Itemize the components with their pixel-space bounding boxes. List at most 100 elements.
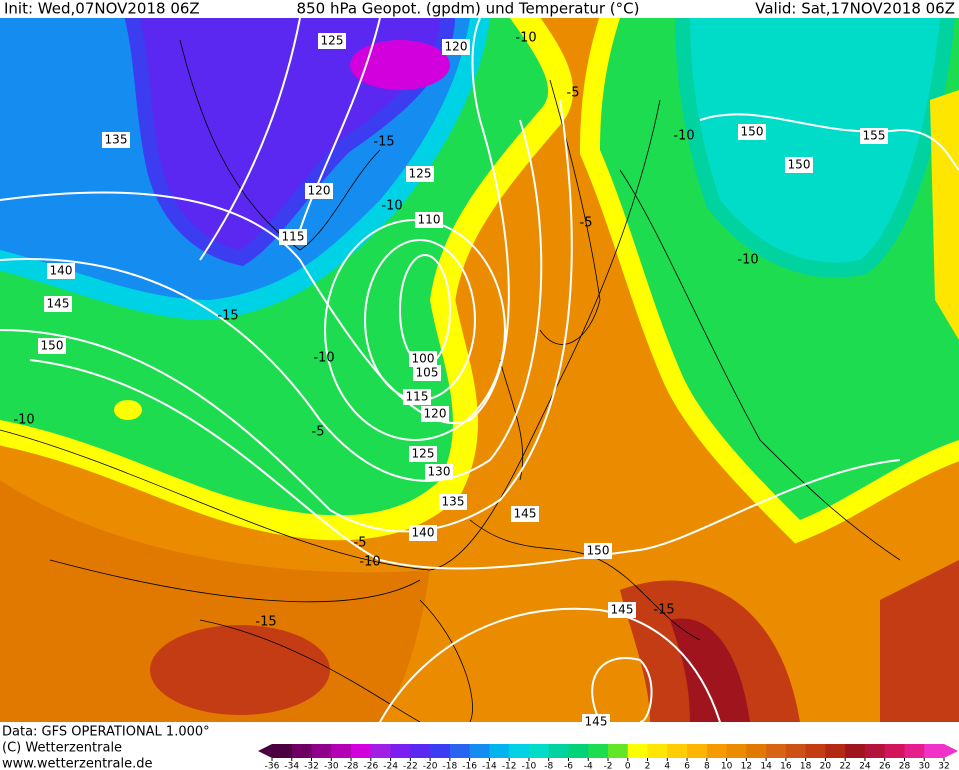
legend-swatch (509, 744, 530, 758)
geopotential-label: 145 (47, 297, 70, 311)
temperature-label: -5 (312, 425, 325, 440)
legend-swatch (568, 744, 589, 758)
geopotential-label-box (860, 128, 888, 144)
geopotential-label-box (584, 543, 612, 559)
website: www.wetterzentrale.de (2, 757, 152, 770)
geopotential-label: 120 (308, 184, 331, 198)
temperature-label: -10 (515, 31, 536, 46)
geopotential-label-box (442, 39, 470, 55)
geopotential-label: 150 (788, 158, 811, 172)
map-title: 850 hPa Geopot. (gpdm) und Temperatur (°… (297, 0, 640, 18)
legend-tick-label: -12 (502, 762, 517, 770)
temperature-label: -15 (373, 135, 394, 150)
legend-tick-label: -30 (324, 762, 339, 770)
legend-swatch (430, 744, 451, 758)
legend-swatch (410, 744, 431, 758)
temperature-label: -15 (255, 615, 276, 630)
geopotential-label-box (511, 506, 539, 522)
legend-swatch (746, 744, 767, 758)
warm-area (150, 625, 330, 715)
geopotential-label: 145 (611, 603, 634, 617)
legend-swatch (627, 744, 649, 758)
geopotential-label-box (409, 446, 437, 462)
geopotential-label-box (305, 183, 333, 199)
legend-tick-label: 4 (664, 762, 670, 770)
legend-swatch (667, 744, 688, 758)
temperature-contour (49, 559, 421, 722)
geopotential-label: 135 (105, 133, 128, 147)
geopotential-label: 125 (321, 34, 344, 48)
legend-tick-label: 2 (645, 762, 651, 770)
legend-swatch (904, 744, 925, 758)
valid-time: Valid: Sat,17NOV2018 06Z (755, 0, 955, 18)
cold-area (350, 40, 450, 90)
temperature-label: -10 (673, 129, 694, 144)
legend-tick-label: 6 (684, 762, 690, 770)
legend-tick-label: 10 (721, 762, 733, 770)
color-legend: -36 -34 -32 -30 -28 -26 -24 -22 -20 -18 -16 -14 -12-… (258, 744, 958, 770)
init-time: Init: Wed,07NOV2018 06Z (4, 0, 200, 18)
geopotential-label: 100 (412, 352, 435, 366)
legend-tick-label: -32 (304, 762, 319, 770)
geopotential-label-box (406, 166, 434, 182)
geopotential-label: 150 (741, 125, 764, 139)
geopotential-label-box (409, 525, 437, 541)
geopotential-label: 115 (406, 390, 429, 404)
legend-tick-label: 32 (938, 762, 949, 770)
legend-swatch (785, 744, 807, 758)
geopotential-label: 150 (41, 339, 64, 353)
geopotential-label-box (47, 263, 75, 279)
geopotential-label: 145 (585, 715, 608, 729)
geopotential-label: 135 (442, 495, 465, 509)
geopotential-label: 115 (282, 230, 305, 244)
data-source: Data: GFS OPERATIONAL 1.000° (2, 725, 210, 740)
geopotential-label: 150 (587, 544, 610, 558)
warm-area (114, 400, 142, 420)
legend-swatch (825, 744, 846, 758)
legend-tick-label: 20 (820, 762, 832, 770)
legend-swatch (924, 744, 945, 758)
legend-tick-label: -34 (284, 762, 299, 770)
legend-swatch (331, 744, 352, 758)
header-bar (0, 0, 959, 18)
geopotential-label-box (318, 33, 346, 49)
legend-swatch (489, 744, 510, 758)
legend-tick-label: 16 (780, 762, 792, 770)
legend-tick-label: -8 (544, 762, 553, 770)
legend-tick-label: 22 (839, 762, 850, 770)
cold-area (674, 18, 956, 278)
legend-swatch (311, 744, 332, 758)
geopotential-label: 140 (50, 264, 73, 278)
geopotential-label-box (413, 365, 441, 381)
geopotential-label: 120 (424, 407, 447, 421)
temperature-label: -10 (313, 351, 334, 366)
geopotential-label: 110 (418, 213, 441, 227)
legend-tick-label: -4 (584, 762, 593, 770)
geopotential-contours (0, 18, 959, 722)
legend-swatch (449, 744, 471, 758)
legend-tick-label: 26 (879, 762, 891, 770)
geopotential-label-box (582, 714, 610, 730)
geopotential-label: 145 (514, 507, 537, 521)
legend-tick-label: -26 (363, 762, 378, 770)
temperature-label: -15 (217, 309, 238, 324)
legend-swatch (884, 744, 905, 758)
legend-tick-label: -22 (403, 762, 418, 770)
geopotential-label-box (403, 389, 431, 405)
legend-tick-label: 28 (899, 762, 911, 770)
geopotential-label: 125 (412, 447, 435, 461)
legend-tick-label: -36 (265, 762, 280, 770)
legend-swatch (845, 744, 866, 758)
legend-tick-label: 24 (859, 762, 871, 770)
geopotential-label-box (102, 132, 130, 148)
geopotential-label: 120 (445, 40, 468, 54)
legend-tick-label: -16 (462, 762, 477, 770)
geopotential-label-box (409, 351, 437, 367)
legend-swatch (706, 744, 728, 758)
legend-tick-label: -28 (344, 762, 359, 770)
temperature-label: -5 (567, 86, 580, 101)
legend-swatch (291, 744, 313, 758)
legend-tick-label: -2 (604, 762, 613, 770)
